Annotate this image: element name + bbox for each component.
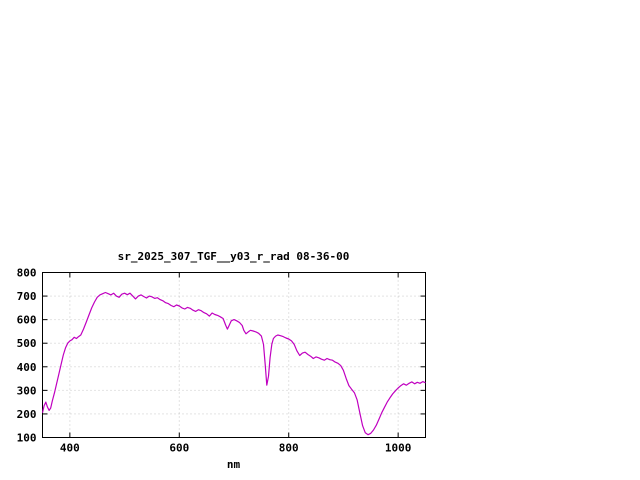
y-tick-label: 100 (17, 432, 37, 445)
y-tick-label: 700 (17, 290, 37, 303)
y-tick-label: 300 (17, 384, 37, 397)
x-tick-label: 600 (169, 442, 189, 455)
y-tick-label: 600 (17, 314, 37, 327)
y-tick-label: 800 (17, 267, 37, 280)
y-tick-label: 400 (17, 361, 37, 374)
y-tick-label: 500 (17, 337, 37, 350)
x-tick-label: 800 (279, 442, 299, 455)
x-tick-label: 1000 (385, 442, 412, 455)
y-tick-label: 200 (17, 408, 37, 421)
spectral-curve (41, 291, 426, 436)
x-tick-label: 400 (60, 442, 80, 455)
x-axis-label: nm (226, 458, 241, 471)
plot-border (42, 272, 426, 438)
chart-title: sr_2025_307_TGF__y03_r_rad 08-36-00 (117, 250, 350, 263)
